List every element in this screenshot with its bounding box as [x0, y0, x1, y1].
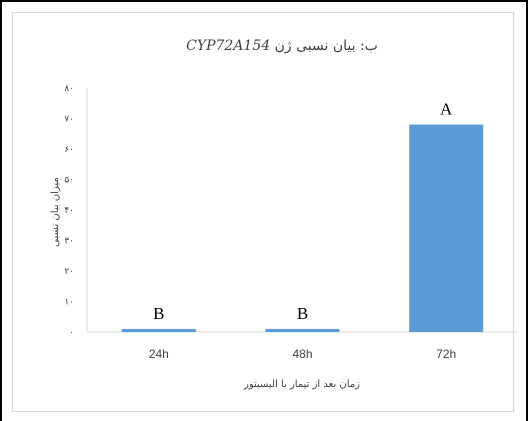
y-tick-labels: ۰ ۱۰ ۲۰ ۳۰ ۴۰ ۵۰ ۶۰ ۷۰ ۸۰ [64, 84, 74, 338]
bar [121, 328, 196, 332]
y-tick-label: ۱۰ [64, 298, 74, 308]
frame-right-edge [526, 0, 528, 421]
chart-area-border [12, 12, 514, 412]
chart-title: ب: بیان نسبی ژن CYP72A154 [186, 38, 378, 54]
bar [265, 328, 340, 332]
y-tick-label: ۸۰ [64, 84, 74, 94]
data-labels: B B A [153, 100, 453, 323]
x-axis-title: زمان بعد از تیمار با الیسیتور [243, 379, 360, 390]
category-labels: 24h 48h 72h [149, 347, 456, 361]
y-axis-title: میزان بیان نسبی [50, 177, 61, 247]
frame-left-edge [0, 0, 2, 421]
data-label: B [153, 304, 164, 323]
y-tick-label: ۳۰ [64, 237, 74, 247]
data-label: B [297, 304, 308, 323]
frame-top-edge [0, 0, 528, 2]
y-tick-label: ۰ [69, 328, 74, 338]
chart-title-text: ب: بیان نسبی ژن [275, 38, 378, 54]
y-tick-label: ۴۰ [64, 206, 74, 216]
bars [121, 124, 484, 332]
bar [409, 124, 484, 332]
chart-title-gene: CYP72A154 [186, 38, 270, 54]
y-tick-label: ۷۰ [64, 115, 74, 125]
y-tick-label: ۶۰ [64, 145, 74, 155]
y-tick-label: ۲۰ [64, 267, 74, 277]
category-label: 48h [292, 347, 312, 361]
category-label: 24h [149, 347, 169, 361]
category-label: 72h [436, 347, 456, 361]
y-tick-label: ۵۰ [64, 176, 74, 186]
data-label: A [440, 100, 453, 119]
